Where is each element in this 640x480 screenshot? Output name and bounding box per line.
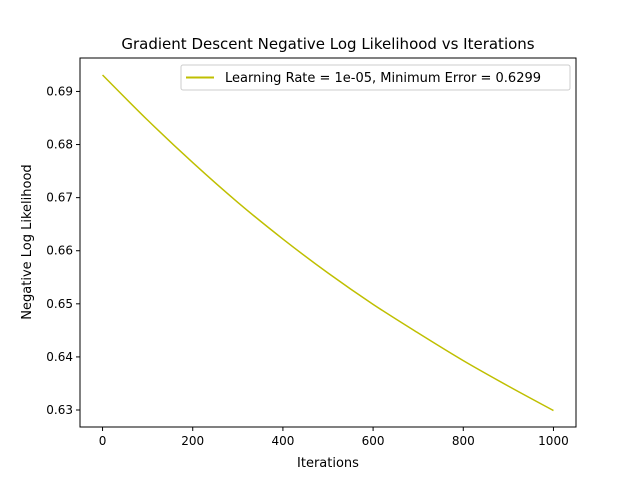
y-tick-label: 0.67 (46, 191, 73, 205)
legend-entry-label: Learning Rate = 1e-05, Minimum Error = 0… (225, 71, 541, 86)
chart-title: Gradient Descent Negative Log Likelihood… (121, 35, 534, 53)
series-line-0 (102, 74, 554, 412)
x-tick-label: 200 (181, 434, 204, 448)
legend-box (180, 64, 571, 91)
x-tick-label: 600 (362, 434, 385, 448)
x-tick-label: 400 (271, 434, 294, 448)
plot-frame (79, 57, 577, 428)
y-tick-label: 0.68 (46, 138, 73, 152)
y-axis-label: Negative Log Likelihood (20, 164, 35, 319)
legend: Learning Rate = 1e-05, Minimum Error = 0… (180, 64, 571, 91)
y-tick-label: 0.66 (46, 244, 73, 258)
x-tick-label: 0 (99, 434, 107, 448)
y-tick-label: 0.63 (46, 403, 73, 417)
x-tick-label: 1000 (538, 434, 569, 448)
x-tick-label: 800 (452, 434, 475, 448)
y-tick-label: 0.69 (46, 84, 73, 98)
y-tick-label: 0.65 (46, 297, 73, 311)
y-tick-label: 0.64 (46, 350, 73, 364)
x-axis-label: Iterations (297, 456, 359, 471)
